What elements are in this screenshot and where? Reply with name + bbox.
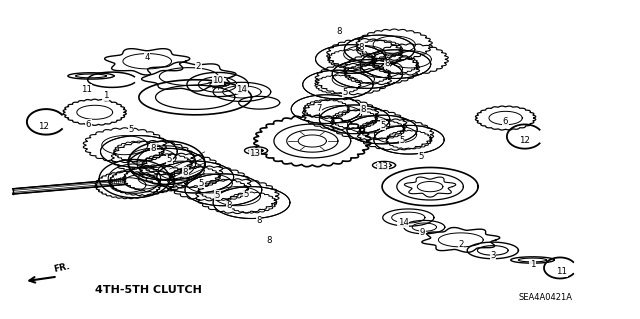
- Text: 6: 6: [503, 117, 508, 126]
- Text: 8: 8: [227, 201, 232, 210]
- Text: 8: 8: [266, 236, 271, 245]
- Text: 8: 8: [361, 105, 366, 114]
- Text: 12: 12: [519, 136, 531, 145]
- Text: 8: 8: [183, 168, 188, 177]
- Text: 14: 14: [397, 218, 409, 227]
- Text: 1: 1: [530, 260, 535, 269]
- Text: SEA4A0421A: SEA4A0421A: [518, 293, 572, 302]
- Text: 10: 10: [212, 76, 223, 85]
- Text: 5: 5: [129, 125, 134, 134]
- Text: 1: 1: [103, 91, 108, 100]
- Text: 3: 3: [490, 251, 495, 260]
- Text: 8: 8: [337, 27, 342, 36]
- Text: 12: 12: [38, 122, 49, 130]
- Text: 7: 7: [316, 104, 321, 113]
- Text: 6: 6: [86, 120, 91, 129]
- Text: 11: 11: [556, 267, 568, 276]
- Text: 13: 13: [249, 149, 260, 158]
- Text: 13: 13: [377, 162, 388, 171]
- Text: 5: 5: [399, 137, 404, 145]
- Text: 5: 5: [380, 121, 385, 130]
- Text: 2: 2: [458, 240, 463, 249]
- Text: 8: 8: [359, 43, 364, 52]
- Text: 5: 5: [419, 152, 424, 161]
- Text: 2: 2: [196, 63, 201, 71]
- Text: 5: 5: [215, 191, 220, 200]
- Text: FR.: FR.: [52, 262, 70, 274]
- Text: 5: 5: [199, 179, 204, 188]
- Text: 11: 11: [81, 85, 92, 94]
- Text: 5: 5: [244, 190, 249, 199]
- Text: 5: 5: [167, 155, 172, 164]
- Text: 8: 8: [257, 216, 262, 225]
- Text: 5: 5: [343, 88, 348, 97]
- Text: 4: 4: [145, 53, 150, 62]
- Text: 9: 9: [420, 228, 425, 237]
- Text: 8: 8: [151, 144, 156, 153]
- Text: 8: 8: [385, 59, 390, 68]
- Text: 4TH-5TH CLUTCH: 4TH-5TH CLUTCH: [95, 285, 202, 295]
- Text: 14: 14: [236, 85, 248, 94]
